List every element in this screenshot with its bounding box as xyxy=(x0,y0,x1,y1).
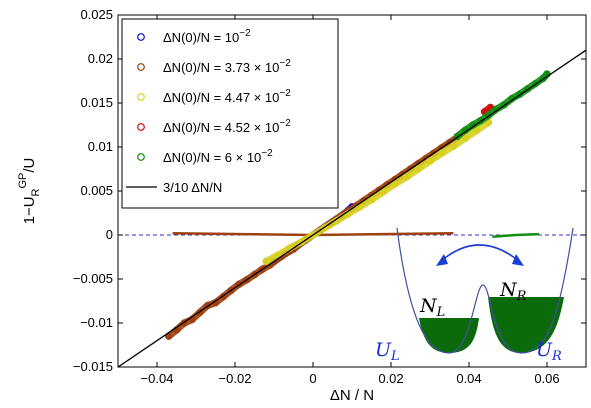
y-axis: −0.015 −0.01 −0.005 0 0.005 0.01 0.015 0.02 0.02… xyxy=(73,7,586,374)
svg-text:1−URGP/U: 1−URGP/U xyxy=(17,158,42,225)
near-zero-branch-1 xyxy=(492,232,540,239)
legend-marker-0 xyxy=(137,33,145,41)
legend-label-3: ΔN(0)/N = 4.52 × 10−2 xyxy=(163,118,291,135)
y-tick-label-8: 0.025 xyxy=(80,7,113,22)
tunneling-arrow xyxy=(439,244,521,263)
series-2-point-17 xyxy=(461,134,469,142)
inset-label-nr: NR xyxy=(499,279,527,304)
inset-label-ul: UL xyxy=(375,339,400,364)
x-tick-label-4: 0.04 xyxy=(456,371,481,386)
y-tick-label-3: 0 xyxy=(106,227,113,242)
left-well-fill xyxy=(419,318,479,353)
y-tick-label-5: 0.01 xyxy=(88,139,113,154)
legend: ΔN(0)/N = 10−2 ΔN(0)/N = 3.73 × 10−2 ΔN(0)… xyxy=(121,18,339,209)
y-tick-label-1: −0.01 xyxy=(80,315,113,330)
inset-label-nl: NL xyxy=(419,295,445,320)
y-axis-label-sub: R xyxy=(30,188,42,196)
y-tick-label-4: 0.005 xyxy=(80,183,113,198)
y-tick-label-7: 0.02 xyxy=(88,51,113,66)
y-tick-label-2: −0.005 xyxy=(73,271,113,286)
series-2-point-9 xyxy=(367,196,376,204)
y-axis-label-sup: GP xyxy=(17,173,29,189)
data-layer xyxy=(118,49,586,367)
y-axis-label: 1−URGP/U xyxy=(17,158,42,225)
series-2-point-16 xyxy=(449,142,458,150)
legend-marker-2 xyxy=(137,93,145,101)
inset-label-ur: UR xyxy=(536,339,562,364)
series-2-point-13 xyxy=(414,165,422,173)
y-axis-label-prefix: 1−U xyxy=(21,196,38,224)
y-tick-label-0: −0.015 xyxy=(73,359,113,374)
legend-label-2: ΔN(0)/N = 4.47 × 10−2 xyxy=(163,88,291,105)
y-tick-label-6: 0.015 xyxy=(80,95,113,110)
y-axis-label-suffix: /U xyxy=(21,158,38,173)
arrow-head-left xyxy=(436,254,448,266)
legend-marker-3 xyxy=(137,123,145,131)
series-2-point-11 xyxy=(391,180,399,188)
x-tick-label-3: 0.02 xyxy=(378,371,403,386)
legend-label-5: 3/10 ΔN/N xyxy=(163,180,222,195)
legend-box xyxy=(121,18,339,209)
double-well-potential-curve xyxy=(396,227,574,354)
x-tick-label-1: −0.02 xyxy=(219,371,252,386)
double-well-inset: NL NR UL UR xyxy=(375,227,574,364)
series-2-point-15 xyxy=(438,149,446,157)
legend-label-0: ΔN(0)/N = 10−2 xyxy=(163,28,251,45)
legend-marker-4 xyxy=(137,153,145,161)
legend-marker-1 xyxy=(137,63,145,71)
x-tick-label-0: −0.04 xyxy=(141,371,174,386)
legend-label-1: ΔN(0)/N = 3.73 × 10−2 xyxy=(163,58,291,75)
reference-line xyxy=(118,49,586,367)
x-tick-label-5: 0.06 xyxy=(534,371,559,386)
x-tick-label-2: 0 xyxy=(309,371,316,386)
right-well-fill xyxy=(488,297,564,353)
series-2-point-0 xyxy=(262,257,270,266)
legend-label-4: ΔN(0)/N = 6 × 10−2 xyxy=(163,148,273,165)
series-2-point-14 xyxy=(426,157,434,165)
series-2-point-12 xyxy=(402,173,411,181)
series-2-point-18 xyxy=(473,126,481,134)
series-2-point-10 xyxy=(379,188,387,196)
arrow-head-right xyxy=(512,254,524,266)
x-axis: −0.04 −0.02 0 0.02 0.04 0.06 xyxy=(141,15,560,386)
x-axis-label: ΔN / N xyxy=(330,387,374,404)
